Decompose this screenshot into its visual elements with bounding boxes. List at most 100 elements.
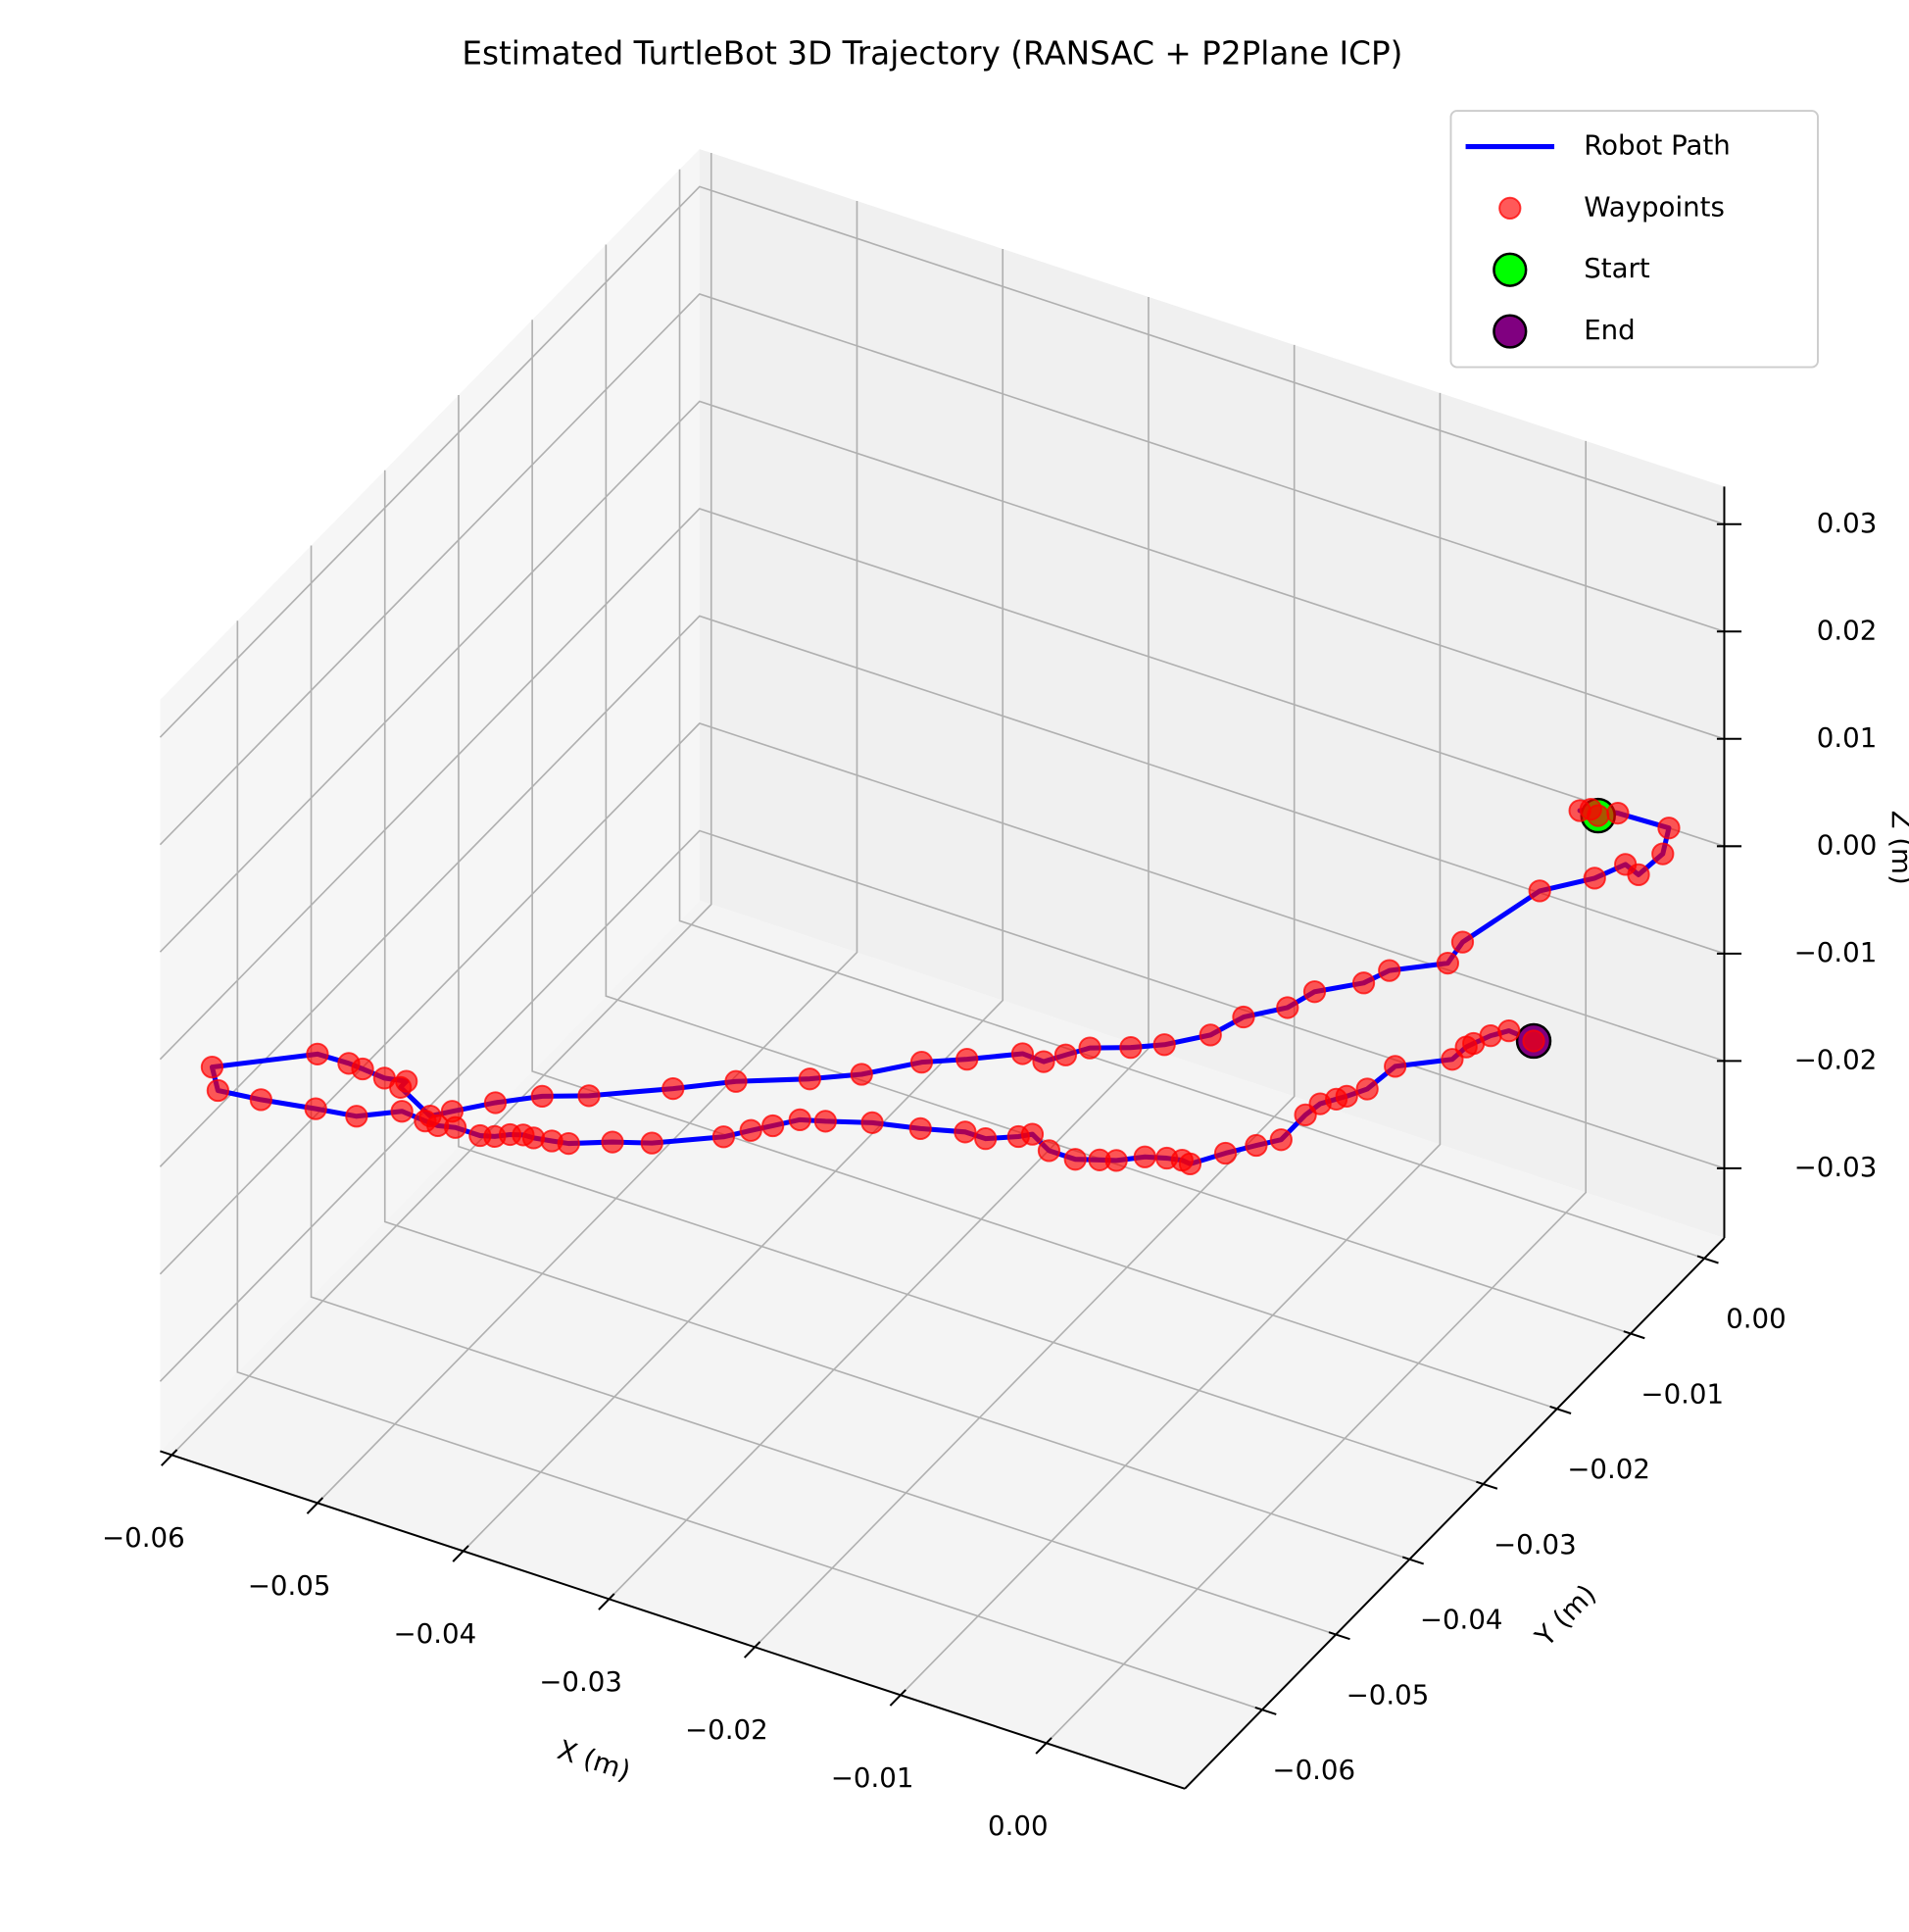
pane-floor [160, 900, 1725, 1789]
waypoint [1351, 971, 1376, 995]
legend-label: End [1584, 314, 1635, 346]
waypoint [1651, 842, 1675, 866]
waypoint [390, 1100, 414, 1123]
waypoint [640, 1131, 663, 1155]
grid-line [236, 620, 1263, 1711]
waypoint [1335, 1084, 1358, 1108]
waypoint [345, 1105, 368, 1128]
legend-label: Waypoints [1584, 190, 1725, 223]
grid-line [605, 244, 1632, 1335]
waypoint [739, 1118, 762, 1142]
grid-line [754, 344, 1296, 1648]
z-tick-label: −0.03 [1794, 1151, 1878, 1183]
grid-line [171, 152, 712, 1456]
waypoint [1152, 1033, 1176, 1057]
x-tick-label: 0.00 [988, 1809, 1049, 1842]
waypoint [337, 1052, 361, 1075]
z-tick-label: 0.00 [1817, 828, 1878, 861]
y-tick-label: −0.05 [1346, 1678, 1430, 1710]
waypoint [1614, 853, 1638, 876]
waypoint [1276, 996, 1299, 1019]
plot-area: −0.06 −0.05 −0.04 −0.03 −0.02 −0.01 0.00 −0.06 −… [102, 110, 1909, 1842]
x-tick-label: −0.04 [394, 1617, 477, 1650]
grid-line [1046, 440, 1588, 1744]
z-axis-label: Z (m) [1885, 811, 1909, 885]
waypoint [1384, 1055, 1407, 1078]
waypoint [908, 1116, 932, 1141]
waypoint [1436, 951, 1459, 975]
legend-label: Robot Path [1584, 129, 1731, 162]
waypoint [798, 1067, 821, 1091]
waypoint [1522, 1029, 1545, 1053]
waypoint [1497, 1018, 1521, 1043]
x-tick-label: −0.01 [831, 1761, 914, 1794]
waypoint [1020, 1122, 1045, 1146]
waypoint [1078, 1036, 1101, 1060]
waypoint [1232, 1005, 1255, 1029]
y-tick [1549, 1405, 1572, 1414]
waypoint [1178, 1152, 1202, 1175]
grid-line [159, 292, 1725, 846]
waypoint [1378, 959, 1401, 982]
y-tick [1254, 1706, 1277, 1715]
grid-line [383, 470, 1410, 1560]
waypoint [954, 1120, 977, 1144]
waypoint [813, 1110, 837, 1133]
y-tick-label: −0.04 [1420, 1604, 1503, 1636]
legend-box [1449, 110, 1819, 369]
grid-line [310, 545, 1337, 1636]
x-axis-line [160, 1450, 1186, 1790]
waypoint [530, 1084, 554, 1108]
waypoint [395, 1069, 418, 1093]
y-tick-label: 0.00 [1726, 1303, 1787, 1335]
waypoint [1606, 801, 1630, 825]
waypoint [1355, 1077, 1379, 1101]
waypoint [760, 1114, 785, 1138]
y-tick [1328, 1631, 1350, 1641]
waypoint [1010, 1042, 1035, 1065]
legend-marker [1498, 196, 1522, 221]
x-tick-label: −0.03 [539, 1665, 622, 1698]
grid-line [317, 200, 858, 1504]
waypoint [1213, 1141, 1238, 1165]
grid-line [159, 400, 1725, 953]
pane-left [160, 149, 700, 1452]
pane-back [699, 149, 1725, 1239]
chart-title: Estimated TurtleBot 3D Trajectory (RANSA… [462, 35, 1402, 73]
x-tick [598, 1593, 615, 1610]
waypoint [306, 1042, 329, 1065]
z-tick-label: 0.02 [1817, 614, 1878, 646]
waypoint [1657, 817, 1681, 840]
y-tick-label: −0.03 [1493, 1528, 1577, 1560]
y-tick [1401, 1556, 1425, 1565]
waypoint [1199, 1023, 1222, 1047]
x-tick [452, 1545, 469, 1562]
x-tick [1035, 1737, 1052, 1755]
waypoint [1063, 1148, 1087, 1171]
waypoint [1245, 1133, 1268, 1158]
grid-line [159, 615, 1725, 1167]
z-tick-label: 0.03 [1817, 507, 1878, 539]
x-tick [743, 1641, 761, 1659]
grid-line [531, 320, 1558, 1411]
waypoint [372, 1066, 396, 1090]
y-tick-label: −0.06 [1272, 1754, 1355, 1786]
waypoint [304, 1097, 327, 1120]
waypoint [1104, 1149, 1128, 1172]
waypoint [577, 1084, 601, 1108]
waypoint [1583, 867, 1606, 890]
waypoint [974, 1127, 998, 1151]
waypoint [1302, 980, 1327, 1004]
waypoint [788, 1108, 811, 1131]
waypoint [557, 1131, 580, 1156]
grid-line [900, 392, 1442, 1696]
y-tick [1696, 1255, 1719, 1264]
grid-line [159, 829, 1725, 1382]
z-tick-label: −0.01 [1794, 936, 1878, 968]
waypoint [955, 1048, 979, 1071]
waypoint [860, 1111, 884, 1134]
legend-marker [1493, 314, 1528, 349]
waypoint [601, 1130, 624, 1154]
grid-line [463, 248, 1004, 1552]
